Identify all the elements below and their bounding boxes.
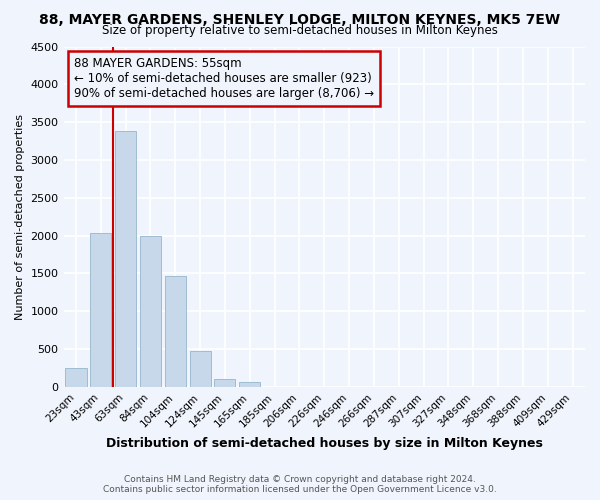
Bar xyxy=(65,368,86,387)
Bar xyxy=(190,350,211,387)
X-axis label: Distribution of semi-detached houses by size in Milton Keynes: Distribution of semi-detached houses by … xyxy=(106,437,543,450)
Text: Size of property relative to semi-detached houses in Milton Keynes: Size of property relative to semi-detach… xyxy=(102,24,498,37)
Bar xyxy=(115,131,136,387)
Text: Contains HM Land Registry data © Crown copyright and database right 2024.
Contai: Contains HM Land Registry data © Crown c… xyxy=(103,474,497,494)
Y-axis label: Number of semi-detached properties: Number of semi-detached properties xyxy=(15,114,25,320)
Bar xyxy=(165,276,186,387)
Text: 88 MAYER GARDENS: 55sqm
← 10% of semi-detached houses are smaller (923)
90% of s: 88 MAYER GARDENS: 55sqm ← 10% of semi-de… xyxy=(74,56,374,100)
Bar xyxy=(239,382,260,387)
Bar xyxy=(90,234,112,387)
Text: 88, MAYER GARDENS, SHENLEY LODGE, MILTON KEYNES, MK5 7EW: 88, MAYER GARDENS, SHENLEY LODGE, MILTON… xyxy=(40,12,560,26)
Bar xyxy=(214,380,235,387)
Bar xyxy=(140,236,161,387)
